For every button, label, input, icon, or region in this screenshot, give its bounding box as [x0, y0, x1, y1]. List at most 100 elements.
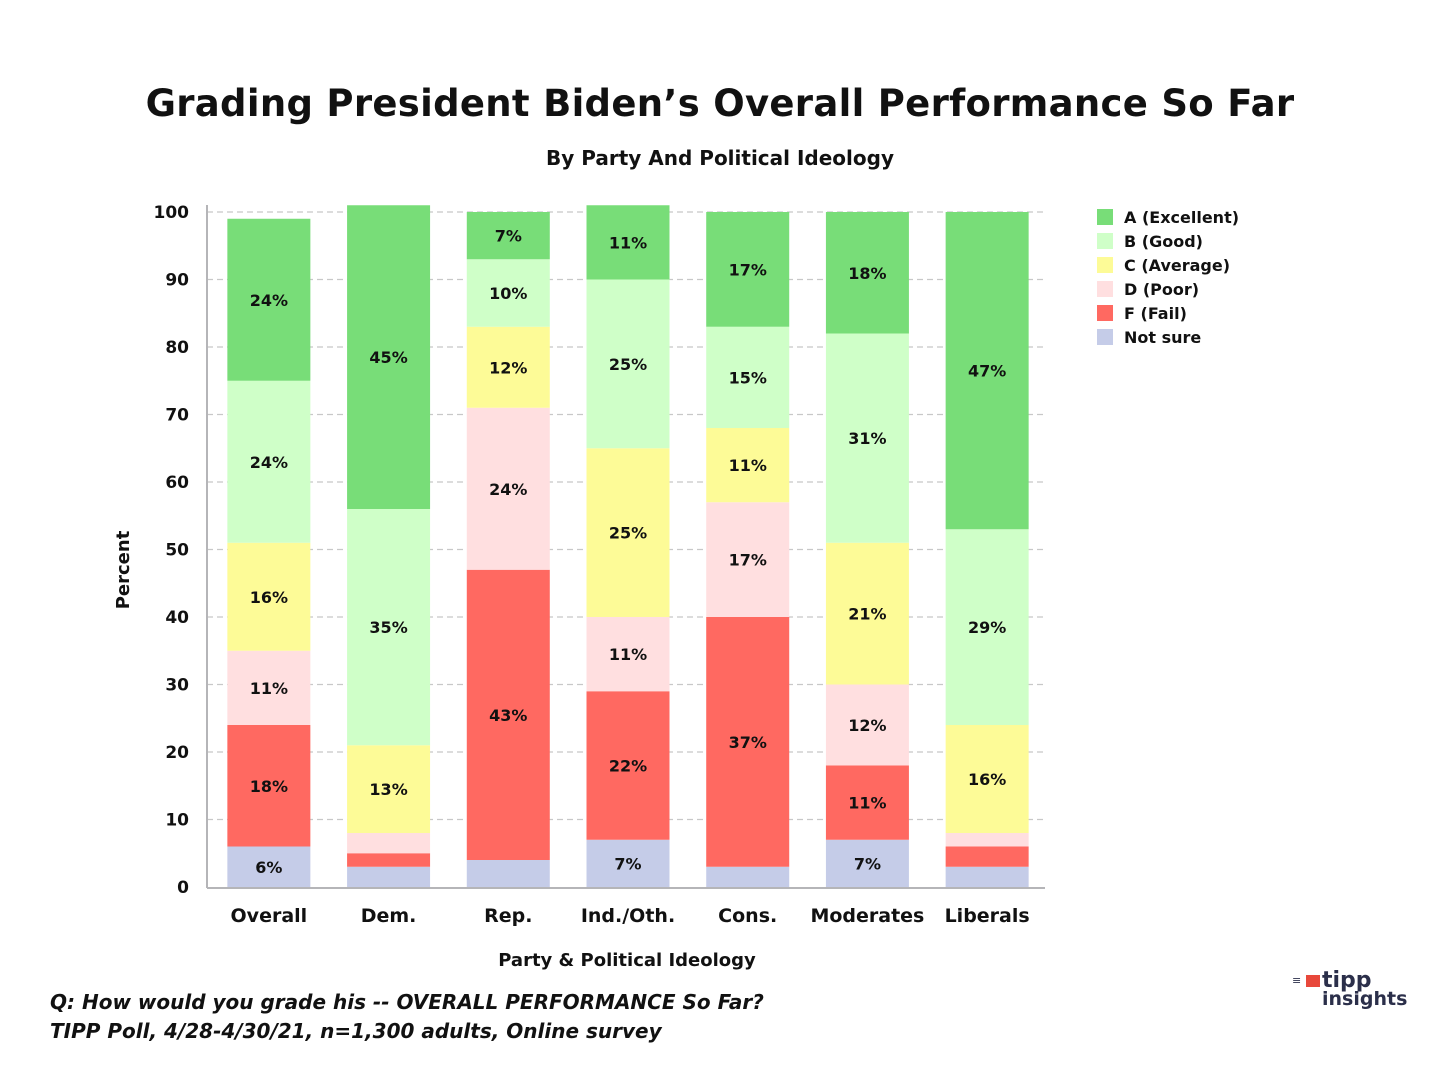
legend-swatch — [1097, 257, 1113, 273]
data-label: 24% — [489, 480, 527, 499]
y-tick-label: 100 — [154, 203, 190, 223]
legend-swatch — [1097, 233, 1113, 249]
y-tick-label: 40 — [165, 608, 189, 628]
data-label: 11% — [609, 645, 647, 664]
logo-line1: tipp — [1322, 968, 1372, 993]
bar-segment — [825, 684, 909, 766]
data-label: 16% — [968, 770, 1006, 789]
legend-swatch — [1097, 329, 1113, 345]
x-tick-label: Cons. — [718, 905, 777, 927]
legend-label: B (Good) — [1124, 232, 1203, 251]
bar-segment — [586, 617, 670, 692]
data-label: 15% — [729, 368, 767, 387]
bar-segment — [706, 866, 790, 887]
data-label: 12% — [848, 716, 886, 735]
data-label: 18% — [848, 264, 886, 283]
data-label: 11% — [250, 679, 288, 698]
data-label: 7% — [854, 854, 881, 873]
y-tick-label: 10 — [165, 811, 189, 831]
bar-segment — [347, 745, 431, 833]
bar-segment — [466, 326, 550, 408]
y-tick-label: 30 — [165, 676, 189, 696]
y-tick-label: 80 — [165, 338, 189, 358]
logo-line2: insights — [1322, 988, 1408, 1010]
bar-stack: 37% 17% 11% 15% 17% — [706, 212, 790, 887]
data-label: 35% — [369, 618, 407, 637]
bar-segment — [825, 542, 909, 685]
data-label: 12% — [489, 358, 527, 377]
legend-label: D (Poor) — [1124, 280, 1199, 299]
y-tick-labels: 0 10 20 30 40 50 60 70 80 90 100 — [154, 203, 190, 898]
footnote-source: TIPP Poll, 4/28-4/30/21, n=1,300 adults,… — [50, 1019, 662, 1043]
y-tick-label: 20 — [165, 743, 189, 763]
data-label: 18% — [250, 777, 288, 796]
data-label: 11% — [848, 794, 886, 813]
bar-stack: 13% 35% 45% — [347, 205, 431, 887]
bar-segment — [347, 205, 431, 509]
data-label: 24% — [250, 291, 288, 310]
bar-stack: 7% 22% 11% 25% 25% 11% — [586, 205, 670, 887]
bar-segment — [466, 860, 550, 887]
bar-segment — [825, 212, 909, 334]
x-axis-label: Party & Political Ideology — [498, 950, 756, 971]
bar-segment — [227, 218, 311, 381]
footnote: Q: How would you grade his -- OVERALL PE… — [50, 988, 764, 1046]
bar-segment — [347, 833, 431, 854]
data-label: 10% — [489, 284, 527, 303]
bar-segment — [825, 333, 909, 543]
bar-segment — [706, 212, 790, 327]
data-label: 11% — [729, 456, 767, 475]
logo-flag-icon — [1306, 975, 1320, 987]
bar-segment — [466, 569, 550, 860]
bars: 6% 18% 11% 16% 24% 24% 13% 35% 45% 43% 24% 12% 10% 7%… — [227, 205, 1029, 887]
bar-segment — [945, 866, 1029, 887]
bar-segment — [586, 691, 670, 840]
x-tick-label: Liberals — [945, 905, 1030, 927]
y-tick-label: 70 — [165, 406, 189, 426]
bar-segment — [586, 205, 670, 280]
data-label: 25% — [609, 524, 647, 543]
legend-item: F (Fail) — [1097, 304, 1187, 323]
bar-segment — [466, 259, 550, 327]
bar-segment — [227, 725, 311, 847]
data-label: 22% — [609, 757, 647, 776]
bar-segment — [706, 428, 790, 503]
x-tick-label: Rep. — [484, 905, 532, 927]
data-label: 6% — [255, 858, 282, 877]
legend-label: F (Fail) — [1124, 304, 1187, 323]
data-label: 25% — [609, 355, 647, 374]
data-label: 31% — [848, 429, 886, 448]
legend-label: A (Excellent) — [1124, 208, 1239, 227]
tipp-insights-logo: ≡ tipp insights — [1292, 968, 1422, 1012]
logo-signal-icon: ≡ — [1292, 974, 1302, 987]
legend-swatch — [1097, 305, 1113, 321]
data-label: 47% — [968, 362, 1006, 381]
x-tick-label: Ind./Oth. — [581, 905, 675, 927]
legend-item: B (Good) — [1097, 232, 1203, 251]
bar-segment — [227, 650, 311, 725]
data-label: 24% — [250, 453, 288, 472]
bar-segment — [945, 846, 1029, 867]
bar-segment — [706, 326, 790, 428]
legend-item: D (Poor) — [1097, 280, 1199, 299]
data-label: 11% — [609, 233, 647, 252]
bar-segment — [945, 212, 1029, 530]
bar-segment — [347, 853, 431, 867]
x-tick-label: Overall — [231, 905, 308, 927]
data-label: 17% — [729, 260, 767, 279]
chart-title: Grading President Biden’s Overall Perfor… — [145, 82, 1295, 125]
bar-stack: 6% 18% 11% 16% 24% 24% — [227, 218, 311, 887]
data-label: 17% — [729, 551, 767, 570]
y-tick-label: 60 — [165, 473, 189, 493]
bar-stack: 43% 24% 12% 10% 7% — [466, 212, 550, 887]
bar-segment — [706, 617, 790, 867]
axes — [206, 205, 1045, 889]
legend-label: C (Average) — [1124, 256, 1230, 275]
x-tick-label: Dem. — [361, 905, 417, 927]
bar-stack: 7% 11% 12% 21% 31% 18% — [825, 212, 909, 887]
y-axis-label: Percent — [113, 530, 134, 609]
data-label: 43% — [489, 706, 527, 725]
data-label: 7% — [614, 854, 641, 873]
x-tick-label: Moderates — [810, 905, 924, 927]
